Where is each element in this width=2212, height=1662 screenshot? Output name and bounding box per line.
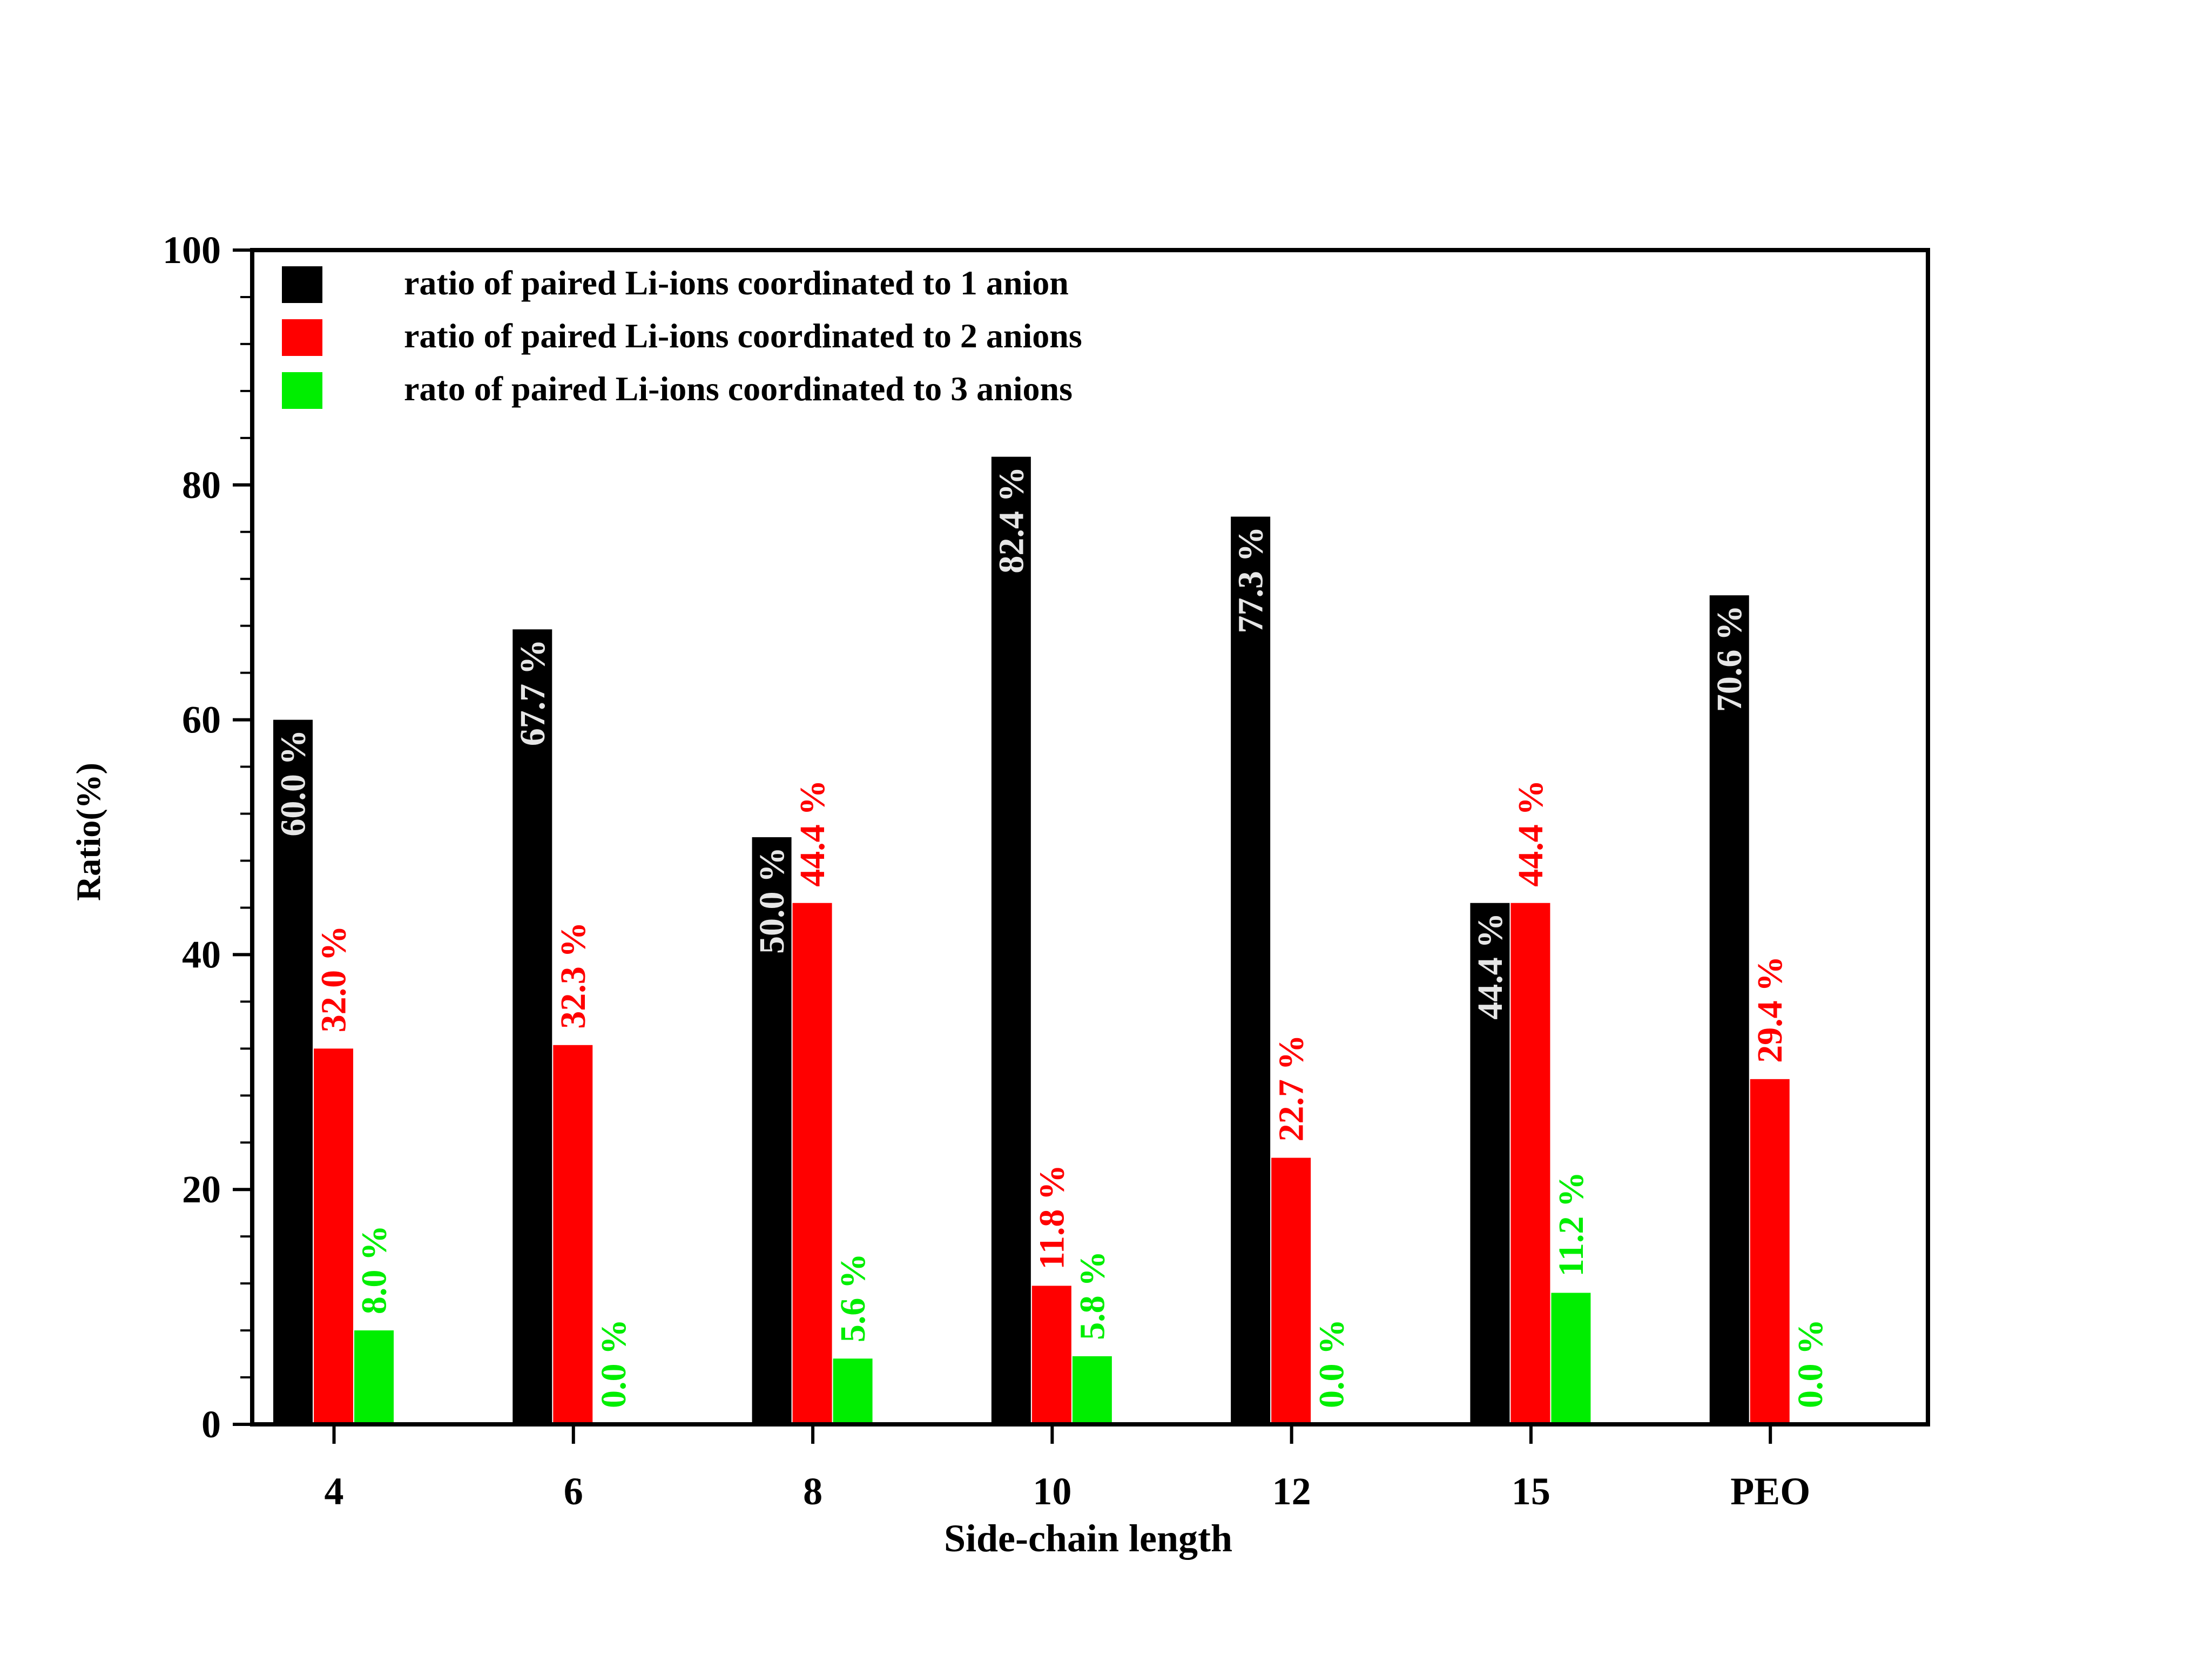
legend-label-0: ratio of paired Li-ions coordinated to 1… [404, 264, 1069, 302]
data-label-s1-15: 44.4 % [1511, 780, 1550, 887]
bar-s2-15 [1551, 1293, 1591, 1424]
data-labels-layer: 60.0 % 67.7 % 50.0 % 82.4 % 77.3 % 44.4 % 70.6… [274, 467, 1831, 1408]
data-label-s2-6: 0.0 % [594, 1319, 633, 1408]
bars-layer [273, 456, 1790, 1424]
bar-s0-8 [752, 837, 792, 1424]
data-label-s0-6: 67.7 % [513, 639, 552, 746]
legend: ratio of paired Li-ions coordinated to 1… [282, 264, 1082, 409]
legend-swatch-0 [282, 266, 322, 303]
bar-s1-12 [1271, 1158, 1311, 1424]
data-label-s1-12: 22.7 % [1272, 1035, 1311, 1142]
x-tick-label-4: 4 [325, 1470, 344, 1513]
y-tick-label: 20 [182, 1168, 221, 1211]
data-label-s1-8: 44.4 % [793, 780, 832, 887]
bar-s1-10 [1031, 1286, 1071, 1424]
x-tick-label-PEO: PEO [1730, 1470, 1810, 1513]
bar-s0-6 [512, 629, 552, 1424]
bar-s2-4 [354, 1330, 394, 1424]
bar-s1-PEO [1750, 1079, 1790, 1424]
data-label-s1-4: 32.0 % [314, 925, 354, 1032]
x-tick-label-12: 12 [1272, 1470, 1311, 1513]
data-label-s0-4: 60.0 % [274, 730, 313, 837]
plot-frame [250, 248, 1930, 1427]
legend-label-1: ratio of paired Li-ions coordinated to 2… [404, 317, 1082, 355]
x-axis-title: Side-chain length [944, 1517, 1232, 1560]
bar-s1-6 [553, 1045, 593, 1424]
bar-s0-12 [1231, 516, 1271, 1424]
y-tick-label: 0 [201, 1403, 221, 1446]
legend-label-2: rato of paired Li-ions coordinated to 3 … [404, 369, 1073, 408]
legend-swatch-1 [282, 319, 322, 356]
bar-s0-PEO [1709, 595, 1749, 1424]
bar-s0-10 [991, 456, 1031, 1424]
bar-s1-4 [314, 1048, 353, 1424]
y-tick-label: 80 [182, 463, 221, 507]
legend-swatch-2 [282, 372, 322, 409]
y-tick-label: 60 [182, 698, 221, 742]
data-label-s2-10: 5.8 % [1073, 1251, 1112, 1340]
axes-layer: 0 20 40 60 80 100 4 6 8 10 12 15 PEO [163, 228, 1930, 1513]
bar-s0-15 [1470, 903, 1510, 1424]
x-tick-label-10: 10 [1033, 1470, 1071, 1513]
bar-s0-4 [273, 719, 313, 1424]
data-label-s1-6: 32.3 % [554, 922, 593, 1029]
y-tick-label: 100 [163, 228, 221, 272]
data-label-s2-4: 8.0 % [355, 1225, 394, 1314]
x-tick-label-6: 6 [564, 1470, 583, 1513]
data-label-s1-10: 11.8 % [1032, 1165, 1071, 1269]
bar-s2-10 [1072, 1356, 1112, 1424]
data-label-s0-PEO: 70.6 % [1710, 605, 1749, 712]
data-label-s2-PEO: 0.0 % [1791, 1319, 1830, 1408]
data-label-s0-8: 50.0 % [752, 847, 792, 954]
bar-s1-15 [1510, 903, 1550, 1424]
bar-s1-8 [792, 903, 832, 1424]
x-tick-label-8: 8 [803, 1470, 822, 1513]
data-label-s2-15: 11.2 % [1552, 1172, 1591, 1276]
x-tick-label-15: 15 [1512, 1470, 1550, 1513]
data-label-s2-12: 0.0 % [1312, 1319, 1352, 1408]
data-label-s2-8: 5.6 % [833, 1253, 873, 1342]
bar-s2-8 [833, 1358, 873, 1424]
data-label-s0-12: 77.3 % [1231, 526, 1271, 633]
data-label-s0-15: 44.4 % [1471, 913, 1510, 1020]
y-tick-label: 40 [182, 933, 221, 976]
data-label-s1-PEO: 29.4 % [1750, 956, 1790, 1063]
y-axis-title: Ratio(%) [69, 763, 107, 901]
data-label-s0-10: 82.4 % [992, 467, 1031, 574]
